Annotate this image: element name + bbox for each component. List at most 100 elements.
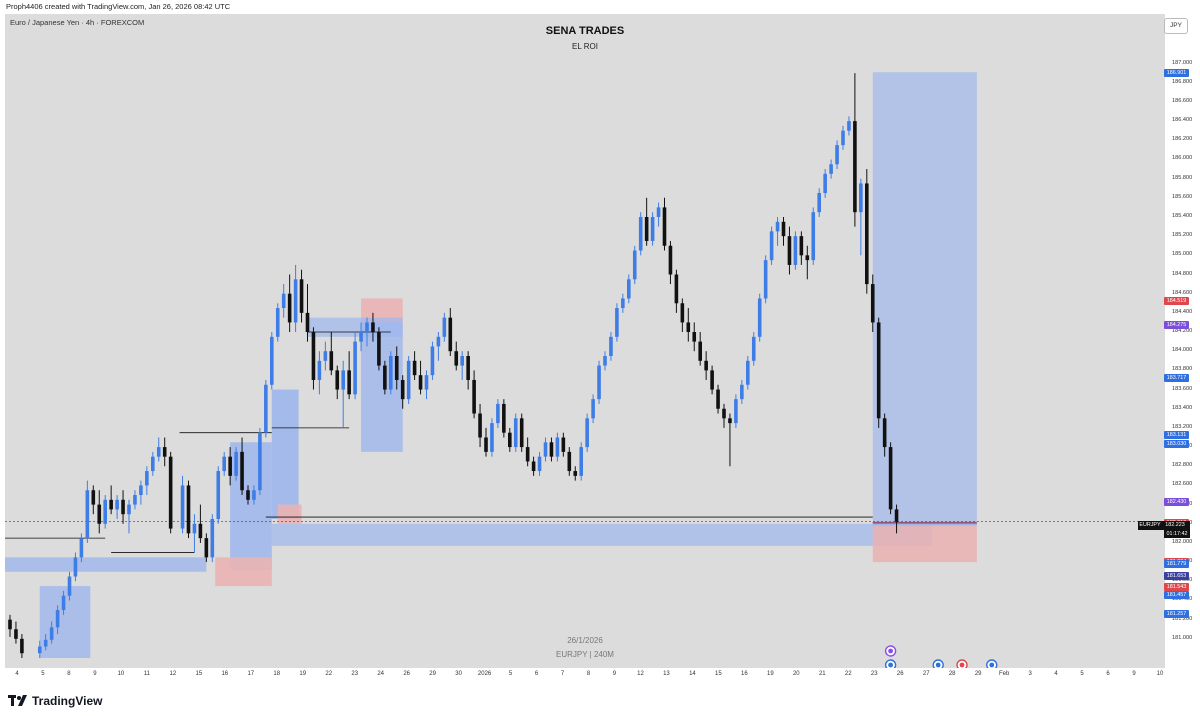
bull-candle — [763, 260, 768, 299]
bear-candle — [561, 437, 566, 452]
y-tick-label: 186.200 — [1172, 136, 1193, 143]
x-tick-label: Feb — [998, 671, 1010, 677]
price-badge: 182.430 — [1164, 497, 1189, 506]
y-tick-label: 184.400 — [1172, 308, 1193, 315]
chart-area[interactable] — [5, 14, 1165, 668]
bull-candle — [829, 164, 833, 174]
bull-candle — [73, 557, 78, 577]
bull-candle — [264, 384, 268, 433]
bear-candle — [573, 471, 578, 476]
bear-candle — [8, 619, 12, 630]
y-tick-label: 186.400 — [1172, 117, 1193, 124]
bull-candle — [151, 456, 155, 472]
x-tick-label: 5 — [1080, 671, 1084, 677]
bull-candle — [597, 365, 601, 400]
bull-candle — [210, 518, 215, 558]
y-tick-label: 186.600 — [1172, 97, 1193, 104]
bull-candle — [436, 336, 441, 347]
price-badge: 183.131 — [1164, 430, 1189, 439]
bull-candle — [496, 403, 500, 424]
x-tick-label: 12 — [169, 671, 177, 677]
x-tick-label: 9 — [612, 671, 617, 677]
bear-candle — [347, 370, 351, 395]
y-tick-label: 185.400 — [1172, 212, 1193, 219]
bull-candle — [579, 447, 583, 476]
bull-candle — [133, 495, 137, 505]
demand-zone — [5, 557, 207, 572]
symbol-legend[interactable]: Euro / Japanese Yen · 4h · FOREXCOM — [10, 18, 145, 27]
bear-candle — [371, 322, 375, 333]
demand-zone — [361, 322, 403, 452]
bull-candle — [513, 418, 518, 448]
bull-candle — [55, 610, 60, 628]
bear-candle — [228, 456, 232, 476]
bear-candle — [668, 245, 673, 275]
bull-candle — [835, 145, 839, 165]
supply-zone — [277, 504, 302, 524]
bull-candle — [145, 471, 149, 486]
tradingview-logo[interactable]: TradingView — [8, 693, 102, 709]
x-tick-label: 22 — [325, 671, 333, 677]
y-tick-label: 183.400 — [1172, 404, 1193, 411]
y-tick-label: 185.000 — [1172, 251, 1193, 258]
y-tick-label: 181.400 — [1172, 596, 1193, 603]
x-tick-label: 2026 — [477, 671, 492, 677]
bull-candle — [734, 399, 738, 424]
bear-candle — [728, 418, 732, 424]
x-tick-label: 13 — [663, 671, 670, 677]
bull-candle — [650, 216, 655, 241]
price-badge: 181.457 — [1164, 591, 1189, 599]
last-price-label: EURJPY 182.223 — [1138, 521, 1190, 530]
bear-candle — [162, 447, 167, 457]
x-tick-label: 15 — [715, 671, 722, 677]
bull-candle — [746, 360, 750, 385]
x-tick-label: 9 — [93, 671, 97, 677]
x-tick-label: 29 — [974, 671, 982, 677]
bear-candle — [686, 322, 691, 333]
bear-candle — [454, 351, 459, 366]
x-tick-label: 26 — [896, 671, 904, 677]
price-badge: 184.275 — [1164, 320, 1189, 329]
bull-candle — [103, 499, 107, 524]
price-axis[interactable] — [1165, 14, 1200, 668]
x-tick-label: 12 — [637, 671, 644, 677]
chart-title: SENA TRADES — [545, 25, 625, 37]
bear-candle — [168, 456, 173, 529]
bear-candle — [186, 485, 191, 534]
bull-candle — [293, 279, 298, 323]
chart-subtitle: EL ROI — [572, 42, 598, 51]
bull-candle — [430, 346, 435, 376]
price-chart[interactable] — [5, 14, 1165, 668]
target-zone — [872, 72, 977, 522]
bear-candle — [508, 432, 512, 448]
supply-zone — [361, 298, 403, 323]
x-tick-label: 16 — [741, 671, 748, 677]
bear-candle — [894, 509, 899, 522]
x-tick-label: 15 — [195, 671, 203, 677]
bull-candle — [632, 250, 637, 280]
last-price-symbol: EURJPY — [1139, 522, 1161, 528]
bear-candle — [882, 418, 887, 448]
currency-button[interactable]: JPY — [1164, 18, 1188, 34]
bull-candle — [127, 504, 131, 515]
price-badge: 183.717 — [1164, 374, 1189, 383]
bear-candle — [692, 332, 697, 342]
event-icon-dot — [989, 662, 995, 668]
x-tick-label: 8 — [67, 671, 71, 677]
bull-candle — [460, 356, 464, 366]
bear-candle — [502, 403, 506, 433]
lightning-icon-dot — [888, 648, 893, 654]
bear-candle — [853, 121, 857, 213]
x-tick-label: 14 — [689, 671, 696, 677]
bull-candle — [252, 490, 256, 500]
price-badge: 181.653 — [1164, 572, 1189, 581]
bull-candle — [341, 370, 345, 390]
tradingview-logo-icon — [8, 695, 27, 706]
bull-candle — [43, 639, 48, 647]
bull-candle — [389, 356, 393, 390]
bull-candle — [353, 341, 357, 395]
bull-candle — [270, 336, 274, 385]
watermark-symbol: EURJPY | 240M — [556, 650, 614, 659]
bear-candle — [870, 284, 875, 323]
price-badge: 186.901 — [1164, 69, 1189, 78]
